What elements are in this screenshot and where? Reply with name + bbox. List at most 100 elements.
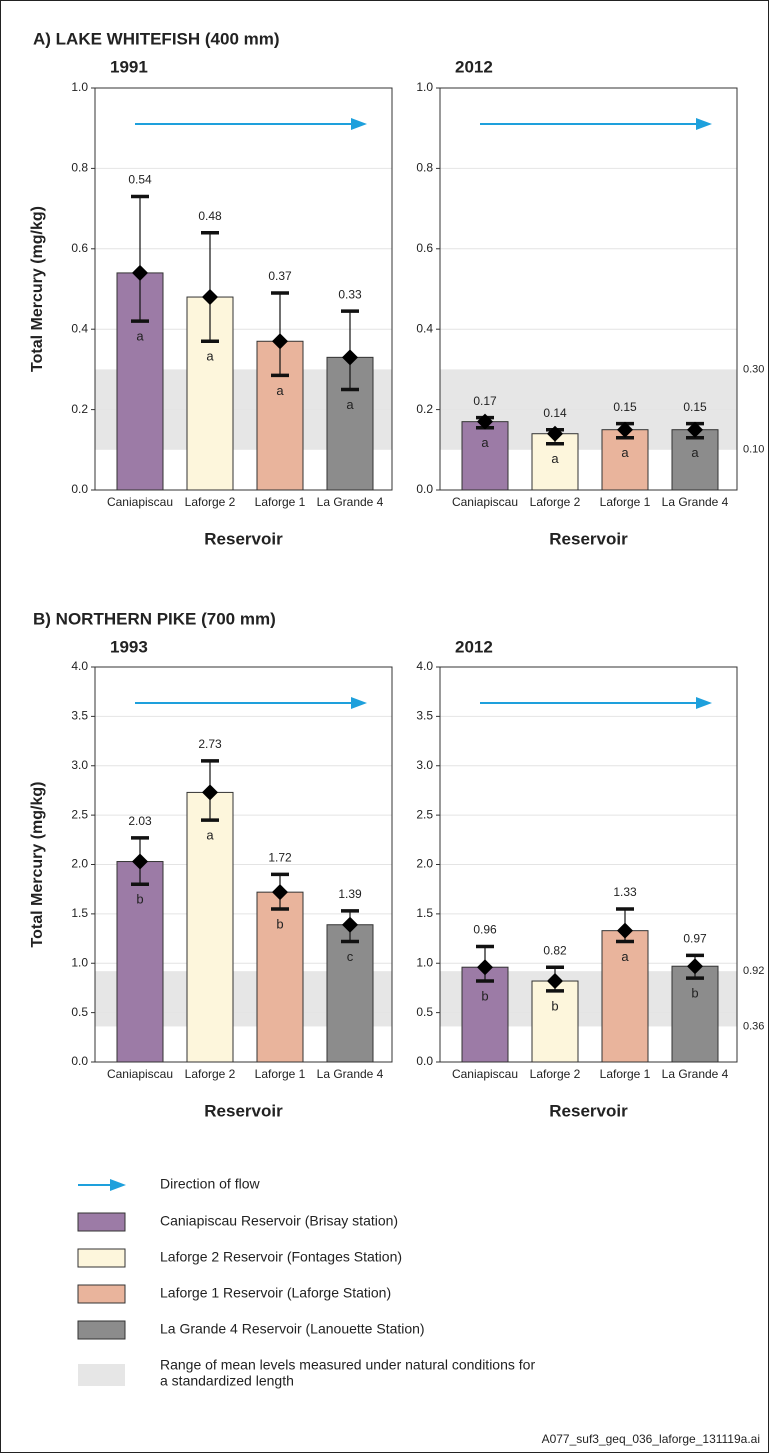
group-letter: a xyxy=(481,435,489,450)
mean-marker xyxy=(132,853,148,870)
y-tick-label: 0.2 xyxy=(416,402,433,416)
flow-arrow-head xyxy=(696,697,712,709)
mean-marker xyxy=(477,413,493,430)
group-letter: a xyxy=(206,349,214,364)
value-label: 2.03 xyxy=(128,814,152,828)
mean-marker xyxy=(342,916,358,933)
y-tick-label: 1.0 xyxy=(71,80,88,94)
y-tick-label: 0.0 xyxy=(416,482,433,496)
y-tick-label: 2.5 xyxy=(71,807,88,821)
plot-frame xyxy=(94,666,393,1063)
x-tick-label: Laforge 2 xyxy=(530,495,581,509)
group-letter: a xyxy=(691,445,699,460)
group-letter: b xyxy=(276,916,283,931)
group-letter: a xyxy=(136,329,144,344)
panel-title: 2012 xyxy=(455,57,493,76)
y-tick-label: 2.0 xyxy=(71,857,88,871)
group-letter: b xyxy=(551,998,558,1013)
flow-arrow-head xyxy=(696,118,712,130)
x-axis-title: Reservoir xyxy=(204,1101,283,1120)
section-title: A) LAKE WHITEFISH (400 mm) xyxy=(33,29,280,48)
mean-marker xyxy=(202,784,218,801)
mean-marker xyxy=(617,922,633,939)
bar xyxy=(461,421,509,491)
legend-text: La Grande 4 Reservoir (Lanouette Station… xyxy=(160,1321,425,1337)
group-letter: b xyxy=(691,986,698,1001)
y-tick-label: 1.0 xyxy=(416,955,433,969)
y-tick-label: 0.8 xyxy=(71,161,88,175)
x-tick-label: La Grande 4 xyxy=(317,495,384,509)
flow-arrow-head xyxy=(351,697,367,709)
panel-title: 1991 xyxy=(110,57,148,76)
value-label: 1.72 xyxy=(268,851,292,865)
y-tick-label: 0.0 xyxy=(416,1054,433,1068)
band-label: 0.10 xyxy=(743,444,764,456)
value-label: 0.82 xyxy=(543,943,567,957)
x-axis-title: Reservoir xyxy=(549,529,628,548)
flow-arrow-head xyxy=(110,1179,126,1191)
error-bar xyxy=(131,194,149,323)
y-tick-label: 0.6 xyxy=(71,241,88,255)
x-tick-label: Caniapiscau xyxy=(452,495,518,509)
legend-text: Direction of flow xyxy=(160,1176,260,1192)
x-tick-label: Laforge 1 xyxy=(600,495,651,509)
error-bar xyxy=(201,230,219,344)
x-tick-label: La Grande 4 xyxy=(317,1067,384,1081)
group-letter: a xyxy=(551,451,559,466)
y-tick-label: 4.0 xyxy=(71,659,88,673)
group-letter: b xyxy=(136,892,143,907)
value-label: 0.97 xyxy=(683,932,707,946)
y-tick-label: 0.4 xyxy=(71,321,88,335)
plot-frame xyxy=(439,666,738,1063)
x-tick-label: Caniapiscau xyxy=(107,1067,173,1081)
y-tick-label: 1.5 xyxy=(416,906,433,920)
y-tick-label: 0.5 xyxy=(416,1005,433,1019)
legend-swatch xyxy=(77,1248,126,1268)
panel-title: 2012 xyxy=(455,637,493,656)
legend-text: Laforge 2 Reservoir (Fontages Station) xyxy=(160,1249,402,1265)
value-label: 0.33 xyxy=(338,287,362,301)
y-tick-label: 0.8 xyxy=(416,161,433,175)
mean-marker xyxy=(272,884,288,901)
legend-swatch xyxy=(78,1364,125,1386)
y-tick-label: 0.6 xyxy=(416,241,433,255)
group-letter: a xyxy=(621,445,629,460)
section-title: B) NORTHERN PIKE (700 mm) xyxy=(33,609,276,628)
legend-swatch xyxy=(77,1284,126,1304)
y-tick-label: 3.0 xyxy=(416,758,433,772)
y-tick-label: 2.0 xyxy=(416,857,433,871)
y-tick-label: 1.0 xyxy=(416,80,433,94)
plot-frame xyxy=(94,87,393,491)
mean-marker xyxy=(272,333,288,350)
y-tick-label: 0.0 xyxy=(71,1054,88,1068)
group-letter: a xyxy=(206,828,214,843)
mean-marker xyxy=(342,349,358,366)
y-tick-label: 4.0 xyxy=(416,659,433,673)
group-letter: b xyxy=(481,988,488,1003)
x-axis-title: Reservoir xyxy=(549,1101,628,1120)
value-label: 1.39 xyxy=(338,887,362,901)
mean-marker xyxy=(687,958,703,975)
y-axis-title: Total Mercury (mg/kg) xyxy=(29,206,46,372)
legend-swatch xyxy=(77,1212,126,1232)
mean-marker xyxy=(687,421,703,438)
x-tick-label: Laforge 2 xyxy=(530,1067,581,1081)
x-tick-label: Laforge 1 xyxy=(255,495,306,509)
x-tick-label: Laforge 2 xyxy=(185,1067,236,1081)
y-tick-label: 2.5 xyxy=(416,807,433,821)
footer: A077_suf3_geq_036_laforge_131119a.ai xyxy=(542,1432,760,1446)
bar xyxy=(531,980,579,1063)
y-tick-label: 0.0 xyxy=(71,482,88,496)
bar xyxy=(601,429,649,491)
value-label: 0.15 xyxy=(613,400,637,414)
value-label: 0.96 xyxy=(473,923,497,937)
mean-marker xyxy=(617,421,633,438)
group-letter: a xyxy=(346,397,354,412)
bar xyxy=(671,965,719,1063)
plot-frame xyxy=(439,87,738,491)
bar xyxy=(601,930,649,1063)
y-tick-label: 3.5 xyxy=(71,709,88,723)
